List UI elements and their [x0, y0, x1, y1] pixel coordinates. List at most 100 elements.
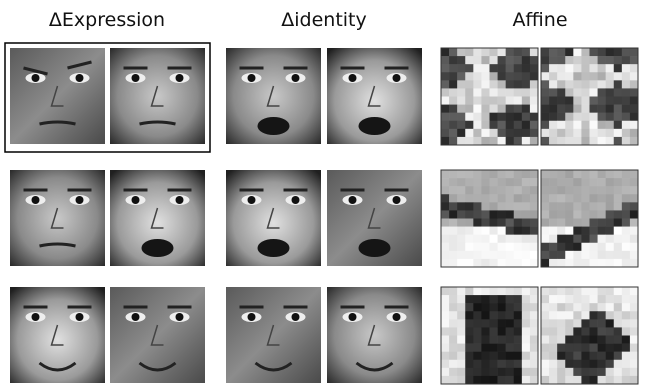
pixel	[457, 121, 465, 129]
pixel	[441, 137, 449, 145]
pixel	[557, 105, 565, 113]
pixel	[441, 360, 449, 368]
pixel	[557, 251, 565, 259]
pixel	[498, 80, 506, 88]
pixel	[573, 129, 581, 137]
pixel	[549, 251, 557, 259]
pixel	[465, 227, 473, 235]
pixel	[565, 48, 573, 56]
pixel	[581, 303, 589, 311]
pixel	[598, 368, 606, 376]
pixel	[590, 352, 598, 360]
pixel	[573, 303, 581, 311]
pixel	[581, 243, 589, 251]
pixel	[630, 105, 638, 113]
pixel	[514, 235, 522, 243]
pixel	[530, 186, 538, 194]
pixel	[473, 235, 481, 243]
pixel	[522, 105, 530, 113]
pixel	[565, 88, 573, 96]
pixel	[590, 170, 598, 178]
pixel	[630, 311, 638, 319]
pixel	[565, 227, 573, 235]
pixel	[441, 227, 449, 235]
pixel	[498, 235, 506, 243]
pixel	[465, 336, 473, 344]
pixel	[514, 251, 522, 259]
pixel	[590, 311, 598, 319]
pixel	[514, 303, 522, 311]
pixel	[481, 186, 489, 194]
pixel	[530, 194, 538, 202]
pixel	[441, 80, 449, 88]
pixel	[449, 170, 457, 178]
pixel	[498, 344, 506, 352]
pixel	[630, 88, 638, 96]
pixel	[465, 80, 473, 88]
pixel	[557, 319, 565, 327]
pixel	[606, 48, 614, 56]
pixel	[506, 227, 514, 235]
pixel	[549, 303, 557, 311]
pixel	[441, 64, 449, 72]
pixel	[449, 295, 457, 303]
pixel	[481, 48, 489, 56]
pixel	[449, 113, 457, 121]
pixel	[590, 105, 598, 113]
pixel	[441, 243, 449, 251]
pixel	[565, 113, 573, 121]
pixel	[630, 178, 638, 186]
pixel	[441, 194, 449, 202]
pixel	[473, 202, 481, 210]
pixel	[549, 56, 557, 64]
pixel	[457, 360, 465, 368]
pixel	[581, 56, 589, 64]
pixel	[630, 227, 638, 235]
pixel	[465, 259, 473, 267]
pixel	[614, 105, 622, 113]
pixel	[490, 243, 498, 251]
pixel	[490, 251, 498, 259]
pixel	[522, 80, 530, 88]
pixel	[565, 210, 573, 218]
pixel	[630, 344, 638, 352]
pixel	[573, 72, 581, 80]
pixel	[530, 360, 538, 368]
pixel	[473, 170, 481, 178]
pixel	[565, 72, 573, 80]
pixel	[606, 113, 614, 121]
pixel	[581, 210, 589, 218]
pixel	[514, 259, 522, 267]
pixel	[481, 202, 489, 210]
pixel	[490, 295, 498, 303]
page: ΔExpression Δidentity Affine (() => { co…	[0, 0, 648, 386]
pixel	[465, 235, 473, 243]
pixel	[465, 344, 473, 352]
pixel	[581, 259, 589, 267]
pixel	[473, 251, 481, 259]
pixel	[514, 113, 522, 121]
column-title: Δidentity	[281, 9, 367, 31]
pixel	[614, 319, 622, 327]
pixel	[449, 219, 457, 227]
pixel	[622, 88, 630, 96]
pixel	[490, 319, 498, 327]
pixel	[457, 64, 465, 72]
pixel	[449, 105, 457, 113]
pixel	[590, 210, 598, 218]
pixel	[590, 202, 598, 210]
pixel	[522, 376, 530, 384]
pixel	[498, 259, 506, 267]
pupil	[176, 313, 184, 321]
column-title: Affine	[512, 9, 567, 31]
pixel	[573, 243, 581, 251]
pixel	[481, 178, 489, 186]
pixel	[465, 88, 473, 96]
pixel	[573, 259, 581, 267]
pixel	[465, 352, 473, 360]
pixel	[506, 368, 514, 376]
pixel	[614, 327, 622, 335]
pixel	[622, 170, 630, 178]
pixel	[530, 88, 538, 96]
pixel	[490, 88, 498, 96]
